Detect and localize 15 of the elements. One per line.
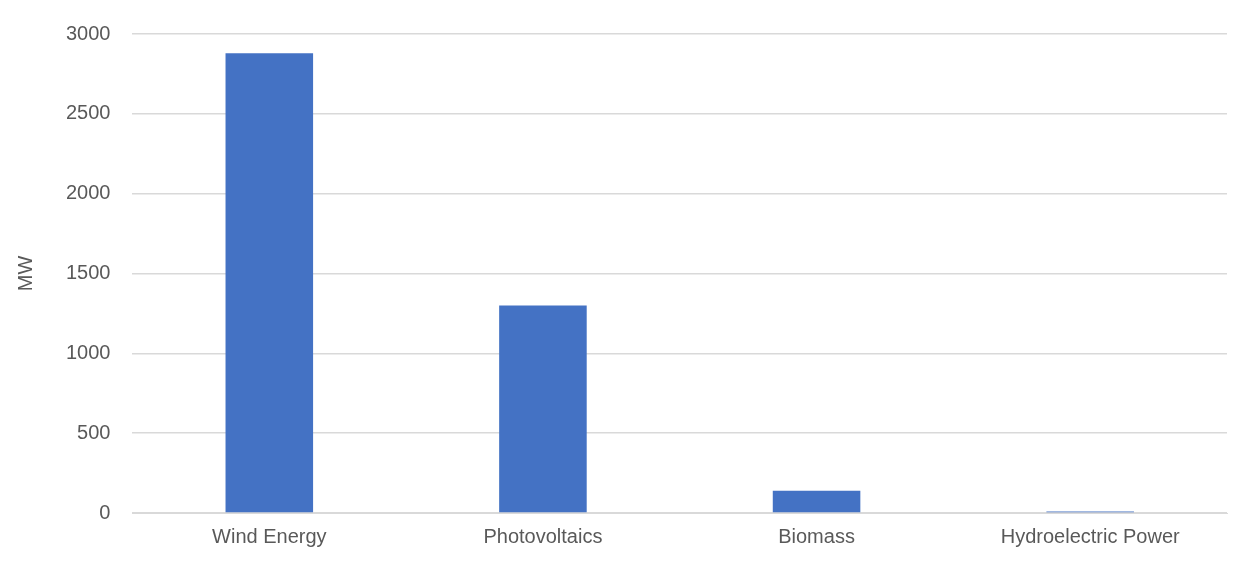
x-tick-label: Biomass	[778, 524, 855, 547]
y-tick-label: 1500	[65, 261, 111, 284]
y-tick-label: 1000	[65, 340, 111, 363]
bar	[225, 53, 314, 513]
y-tick-label: 3000	[65, 21, 111, 44]
y-axis-title: MW	[13, 255, 36, 292]
y-tick-label: 2500	[65, 101, 111, 124]
x-tick-label: Photovoltaics	[483, 524, 603, 547]
y-tick-label: 0	[99, 500, 111, 523]
bar	[772, 490, 861, 513]
bar	[499, 305, 587, 513]
y-tick-label: 500	[77, 420, 111, 443]
x-tick-label: Wind Energy	[212, 524, 327, 547]
y-tick-label: 2000	[65, 181, 111, 204]
x-tick-label: Hydroelectric Power	[1000, 524, 1180, 547]
